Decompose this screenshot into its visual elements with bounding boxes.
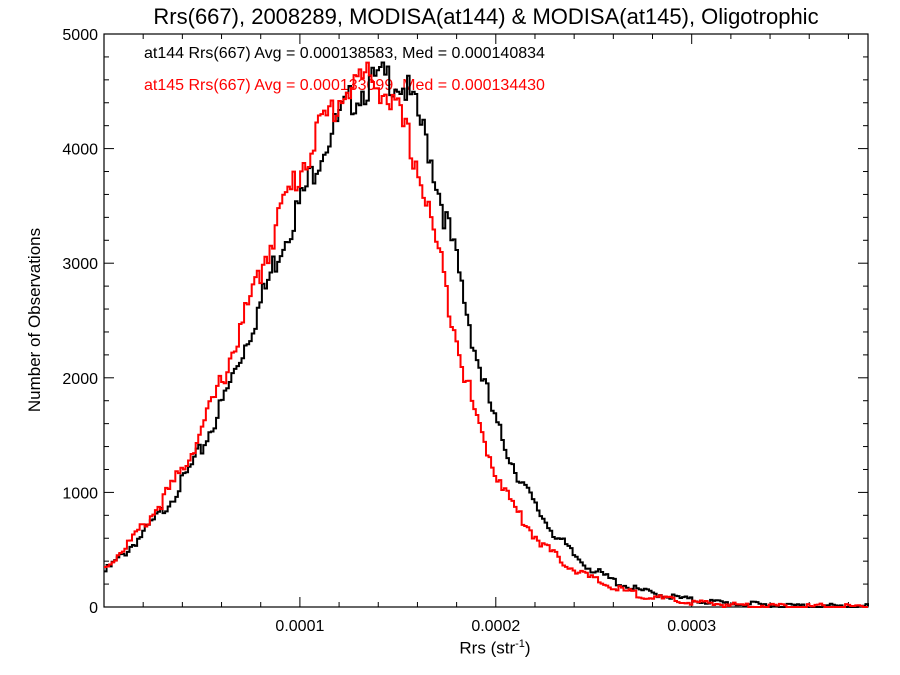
legend-entry-at144: at144 Rrs(667) Avg = 0.000138583, Med = …: [144, 45, 545, 62]
legend-entry-at145: at145 Rrs(667) Avg = 0.000133099, Med = …: [144, 77, 545, 94]
plot-frame: [103, 33, 869, 608]
x-tick-label: 0.0003: [667, 618, 716, 635]
chart-title: Rrs(667), 2008289, MODISA(at144) & MODIS…: [153, 4, 819, 29]
y-tick-label: 5000: [62, 27, 98, 44]
y-tick-label: 3000: [62, 256, 98, 273]
x-axis-label: Rrs (str-1): [435, 638, 555, 659]
y-tick-label: 4000: [62, 142, 98, 159]
x-axis-label-superscript: -1: [515, 638, 525, 650]
x-axis-label-text: Rrs (str: [459, 638, 516, 658]
x-tick-label: 0.0001: [275, 618, 324, 635]
y-tick-label: 0: [89, 600, 98, 617]
histogram-line-series-0: [104, 61, 869, 608]
x-axis-label-close: ): [524, 638, 531, 658]
y-tick-label: 1000: [62, 485, 98, 502]
y-tick-label: 2000: [62, 371, 98, 388]
histogram-line-series-1: [104, 61, 868, 608]
x-tick-label: 0.0002: [471, 618, 520, 635]
